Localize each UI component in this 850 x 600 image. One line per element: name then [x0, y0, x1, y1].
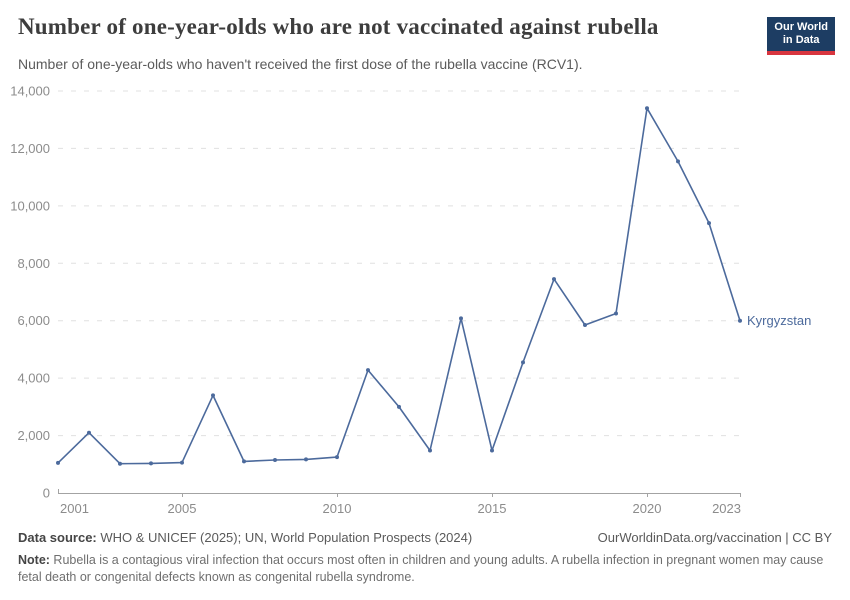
data-point[interactable] — [366, 368, 370, 373]
chart-footer: Data source: WHO & UNICEF (2025); UN, Wo… — [18, 530, 832, 586]
data-point[interactable] — [397, 404, 401, 409]
data-point[interactable] — [242, 459, 246, 464]
data-point[interactable] — [676, 159, 680, 164]
owid-license-link[interactable]: OurWorldinData.org/vaccination | CC BY — [597, 530, 832, 545]
note-text: Rubella is a contagious viral infection … — [18, 553, 824, 584]
y-tick-label: 2,000 — [17, 428, 50, 443]
x-tick-label: 2015 — [478, 501, 507, 516]
data-point[interactable] — [211, 393, 215, 398]
x-tick-label: 2001 — [60, 501, 89, 516]
data-point[interactable] — [87, 430, 91, 435]
data-point[interactable] — [304, 457, 308, 462]
x-tick-label: 2010 — [323, 501, 352, 516]
data-point[interactable] — [645, 106, 649, 111]
line-chart[interactable]: 0 2,000 4,000 6,000 8,000 10,000 12,000 14,000 2… — [0, 80, 850, 525]
note-label: Note: — [18, 553, 50, 567]
data-point[interactable] — [180, 460, 184, 465]
chart-subtitle: Number of one-year-olds who haven't rece… — [18, 56, 583, 72]
data-source-label: Data source: — [18, 530, 97, 545]
data-point[interactable] — [459, 316, 463, 321]
x-tick-label: 2020 — [633, 501, 662, 516]
data-point[interactable] — [583, 323, 587, 328]
data-point[interactable] — [273, 457, 277, 462]
owid-logo[interactable]: Our World in Data — [767, 17, 835, 56]
data-point[interactable] — [738, 318, 742, 323]
data-source: Data source: WHO & UNICEF (2025); UN, Wo… — [18, 530, 472, 545]
y-tick-label: 14,000 — [10, 84, 50, 99]
owid-logo-line2: in Data — [782, 34, 820, 47]
y-tick-label: 0 — [43, 486, 50, 501]
series-end-label[interactable]: Kyrgyzstan — [747, 313, 811, 328]
data-source-text: WHO & UNICEF (2025); UN, World Populatio… — [96, 530, 473, 545]
y-tick-label: 10,000 — [10, 198, 50, 213]
chart-note: Note: Rubella is a contagious viral infe… — [18, 552, 832, 586]
y-tick-label: 12,000 — [10, 141, 50, 156]
y-tick-label: 4,000 — [17, 371, 50, 386]
data-point[interactable] — [707, 221, 711, 226]
data-point[interactable] — [335, 455, 339, 460]
data-point[interactable] — [614, 311, 618, 316]
y-tick-label: 6,000 — [17, 313, 50, 328]
x-tick-label: 2023 — [712, 501, 741, 516]
y-tick-label: 8,000 — [17, 256, 50, 271]
data-point[interactable] — [118, 461, 122, 466]
data-point[interactable] — [521, 360, 525, 365]
chart-title: Number of one-year-olds who are not vacc… — [18, 14, 659, 39]
series-line[interactable] — [57, 107, 741, 465]
data-point[interactable] — [490, 448, 494, 453]
owid-logo-line1: Our World — [774, 21, 828, 33]
x-tick-label: 2005 — [168, 501, 197, 516]
data-point[interactable] — [552, 277, 556, 282]
data-point[interactable] — [56, 460, 60, 465]
data-point[interactable] — [149, 461, 153, 466]
source-row: Data source: WHO & UNICEF (2025); UN, Wo… — [18, 530, 832, 545]
data-point[interactable] — [428, 448, 432, 453]
